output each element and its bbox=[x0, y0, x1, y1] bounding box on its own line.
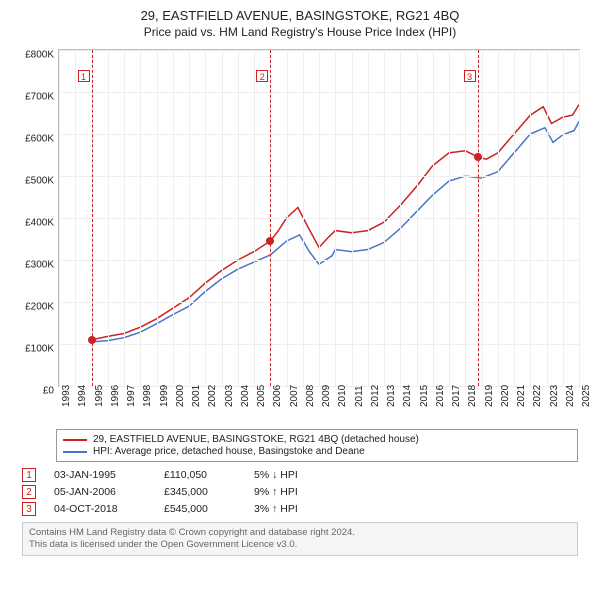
event-badge: 3 bbox=[22, 502, 36, 516]
price-chart: £0 £100K £200K £300K £400K £500K £600K £700K £80… bbox=[12, 45, 588, 425]
event-badge: 1 bbox=[22, 468, 36, 482]
x-tick-label: 2002 bbox=[207, 385, 218, 407]
x-tick-label: 2018 bbox=[467, 385, 478, 407]
event-delta: 9% ↑ HPI bbox=[254, 486, 364, 498]
x-tick-label: 2013 bbox=[386, 385, 397, 407]
x-tick-label: 2015 bbox=[419, 385, 430, 407]
x-tick-label: 1994 bbox=[77, 385, 88, 407]
event-badge: 2 bbox=[22, 485, 36, 499]
legend-swatch-red bbox=[63, 439, 87, 441]
x-tick-label: 1993 bbox=[61, 385, 72, 407]
x-tick-label: 2003 bbox=[224, 385, 235, 407]
event-price: £110,050 bbox=[164, 469, 236, 481]
y-tick-label: £100K bbox=[25, 344, 54, 355]
x-tick-label: 2023 bbox=[549, 385, 560, 407]
event-row: 2 05-JAN-2006 £345,000 9% ↑ HPI bbox=[22, 485, 578, 499]
footer-line-1: Contains HM Land Registry data © Crown c… bbox=[29, 527, 571, 539]
x-tick-label: 1995 bbox=[94, 385, 105, 407]
x-tick-label: 2011 bbox=[354, 385, 365, 407]
x-tick-label: 2012 bbox=[370, 385, 381, 407]
marker-line bbox=[270, 50, 271, 386]
legend-swatch-blue bbox=[63, 451, 87, 453]
event-price: £345,000 bbox=[164, 486, 236, 498]
x-tick-label: 2019 bbox=[484, 385, 495, 407]
event-row: 1 03-JAN-1995 £110,050 5% ↓ HPI bbox=[22, 468, 578, 482]
y-tick-label: £600K bbox=[25, 134, 54, 145]
y-tick-label: £500K bbox=[25, 176, 54, 187]
y-tick-label: £200K bbox=[25, 302, 54, 313]
x-tick-label: 2025 bbox=[581, 385, 592, 407]
footer-attribution: Contains HM Land Registry data © Crown c… bbox=[22, 522, 578, 556]
event-date: 03-JAN-1995 bbox=[54, 469, 146, 481]
x-tick-label: 2016 bbox=[435, 385, 446, 407]
x-tick-label: 2008 bbox=[305, 385, 316, 407]
event-date: 04-OCT-2018 bbox=[54, 503, 146, 515]
y-tick-label: £700K bbox=[25, 92, 54, 103]
legend-label-blue: HPI: Average price, detached house, Basi… bbox=[93, 446, 365, 457]
marker-badge: 3 bbox=[464, 70, 476, 82]
legend-label-red: 29, EASTFIELD AVENUE, BASINGSTOKE, RG21 … bbox=[93, 434, 419, 445]
x-tick-label: 2004 bbox=[240, 385, 251, 407]
event-delta: 3% ↑ HPI bbox=[254, 503, 364, 515]
x-axis: 1993 1994 1995 1996 1997 1998 1999 2000 2001 2002… bbox=[58, 387, 578, 421]
x-tick-label: 2005 bbox=[256, 385, 267, 407]
event-date: 05-JAN-2006 bbox=[54, 486, 146, 498]
x-tick-label: 2017 bbox=[451, 385, 462, 407]
y-tick-label: £300K bbox=[25, 260, 54, 271]
x-tick-label: 2024 bbox=[565, 385, 576, 407]
x-tick-label: 2010 bbox=[337, 385, 348, 407]
x-tick-label: 2006 bbox=[272, 385, 283, 407]
x-tick-label: 2022 bbox=[532, 385, 543, 407]
event-row: 3 04-OCT-2018 £545,000 3% ↑ HPI bbox=[22, 502, 578, 516]
y-tick-label: £0 bbox=[43, 386, 54, 397]
legend-item-blue: HPI: Average price, detached house, Basi… bbox=[63, 446, 571, 457]
event-price: £545,000 bbox=[164, 503, 236, 515]
event-delta: 5% ↓ HPI bbox=[254, 469, 364, 481]
y-axis: £0£100K£200K£300K£400K£500K£600K£700K£80… bbox=[12, 49, 56, 385]
x-tick-label: 1999 bbox=[159, 385, 170, 407]
event-list: 1 03-JAN-1995 £110,050 5% ↓ HPI 2 05-JAN-2006… bbox=[22, 468, 578, 516]
marker-dot bbox=[266, 237, 274, 245]
y-tick-label: £400K bbox=[25, 218, 54, 229]
x-tick-label: 1997 bbox=[126, 385, 137, 407]
x-tick-label: 2001 bbox=[191, 385, 202, 407]
y-tick-label: £800K bbox=[25, 50, 54, 61]
x-tick-label: 2009 bbox=[321, 385, 332, 407]
x-tick-label: 1998 bbox=[142, 385, 153, 407]
marker-dot bbox=[474, 153, 482, 161]
x-tick-label: 2000 bbox=[175, 385, 186, 407]
x-tick-label: 2007 bbox=[289, 385, 300, 407]
x-tick-label: 2021 bbox=[516, 385, 527, 407]
x-tick-label: 2014 bbox=[402, 385, 413, 407]
legend: 29, EASTFIELD AVENUE, BASINGSTOKE, RG21 … bbox=[56, 429, 578, 462]
x-tick-label: 1996 bbox=[110, 385, 121, 407]
marker-badge: 1 bbox=[78, 70, 90, 82]
marker-badge: 2 bbox=[256, 70, 268, 82]
page-subtitle: Price paid vs. HM Land Registry's House … bbox=[10, 25, 590, 39]
marker-line bbox=[478, 50, 479, 386]
marker-dot bbox=[88, 336, 96, 344]
plot-area: 1 2 3 bbox=[58, 49, 580, 387]
legend-item-red: 29, EASTFIELD AVENUE, BASINGSTOKE, RG21 … bbox=[63, 434, 571, 445]
footer-line-2: This data is licensed under the Open Gov… bbox=[29, 539, 571, 551]
page-title: 29, EASTFIELD AVENUE, BASINGSTOKE, RG21 … bbox=[10, 8, 590, 23]
x-tick-label: 2020 bbox=[500, 385, 511, 407]
